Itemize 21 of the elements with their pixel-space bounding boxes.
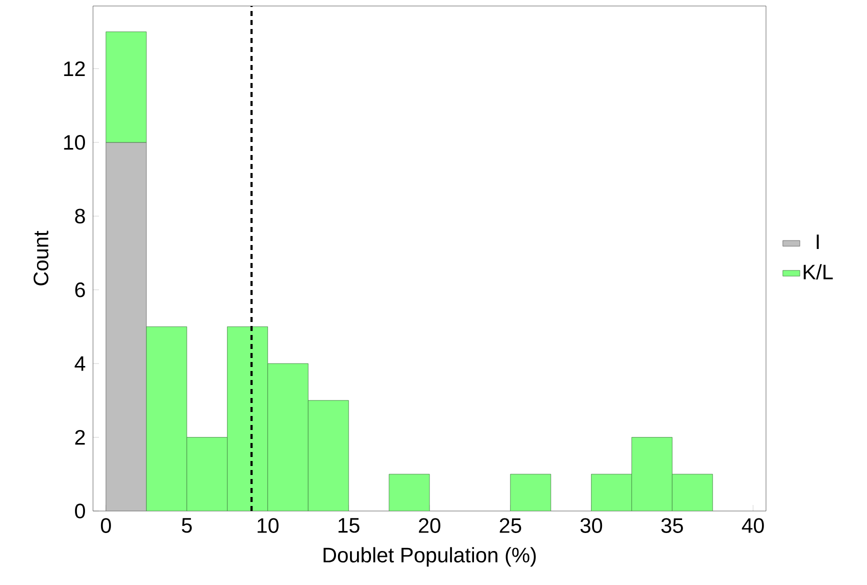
y-tick-label: 0: [75, 504, 86, 518]
legend-label: I: [816, 234, 819, 249]
x-tick-label: 15: [338, 518, 360, 533]
x-tick-label: 30: [580, 518, 602, 533]
bar: [106, 32, 147, 143]
x-axis-title: Doublet Population (%): [324, 547, 536, 567]
y-tick-label: 2: [75, 430, 85, 445]
x-tick-label: 10: [258, 518, 279, 533]
y-tick-label: 12: [64, 61, 85, 76]
y-axis-title: Count: [34, 230, 48, 286]
y-tick-label: 6: [75, 282, 85, 298]
x-tick-label: 40: [742, 518, 764, 533]
y-tick-label: 8: [75, 208, 85, 224]
legend-label: K/L: [804, 264, 833, 280]
y-tick-label: 10: [64, 134, 85, 150]
x-tick-label: 25: [500, 518, 522, 533]
x-tick-label: 0: [100, 518, 111, 533]
x-tick-label: 35: [661, 518, 683, 533]
y-tick-label: 4: [74, 356, 86, 371]
x-tick-label: 20: [418, 518, 440, 533]
x-tick-label: 5: [182, 518, 192, 533]
